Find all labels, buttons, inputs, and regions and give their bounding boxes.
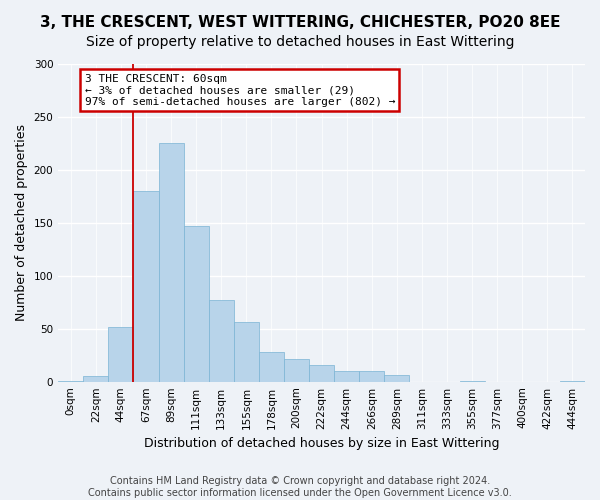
Text: Contains HM Land Registry data © Crown copyright and database right 2024.
Contai: Contains HM Land Registry data © Crown c…: [88, 476, 512, 498]
Text: Size of property relative to detached houses in East Wittering: Size of property relative to detached ho…: [86, 35, 514, 49]
Bar: [83, 376, 109, 382]
Bar: [259, 352, 284, 382]
Bar: [209, 300, 234, 382]
Y-axis label: Number of detached properties: Number of detached properties: [15, 124, 28, 322]
Bar: [560, 380, 585, 382]
X-axis label: Distribution of detached houses by size in East Wittering: Distribution of detached houses by size …: [144, 437, 499, 450]
Bar: [58, 380, 83, 382]
Bar: [184, 226, 209, 382]
Bar: [385, 376, 409, 382]
Text: 3 THE CRESCENT: 60sqm
← 3% of detached houses are smaller (29)
97% of semi-detac: 3 THE CRESCENT: 60sqm ← 3% of detached h…: [85, 74, 395, 106]
Bar: [234, 322, 259, 382]
Bar: [109, 326, 133, 382]
Bar: [133, 191, 158, 382]
Bar: [334, 371, 359, 382]
Bar: [309, 364, 334, 382]
Bar: [284, 360, 309, 382]
Bar: [460, 380, 485, 382]
Text: 3, THE CRESCENT, WEST WITTERING, CHICHESTER, PO20 8EE: 3, THE CRESCENT, WEST WITTERING, CHICHES…: [40, 15, 560, 30]
Bar: [359, 371, 385, 382]
Bar: [158, 144, 184, 382]
